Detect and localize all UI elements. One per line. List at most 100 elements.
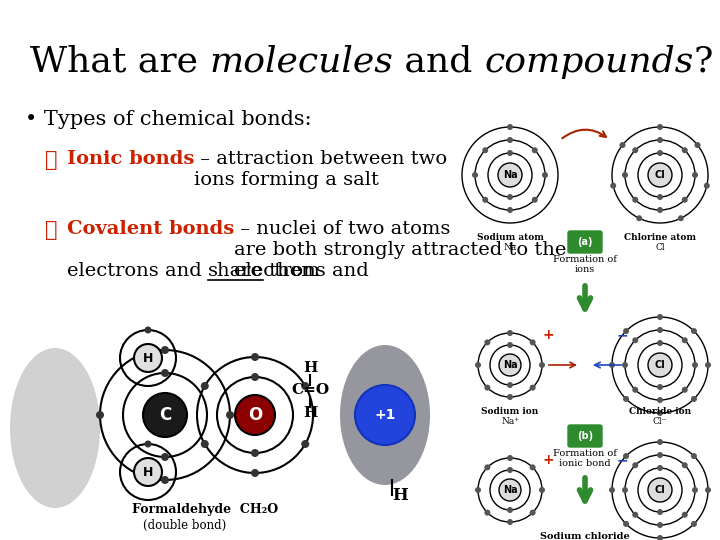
Text: Sodium atom: Sodium atom	[477, 233, 544, 242]
Circle shape	[632, 462, 638, 468]
Text: H: H	[143, 465, 153, 478]
Circle shape	[507, 124, 513, 130]
Text: Na: Na	[503, 170, 517, 180]
Circle shape	[161, 476, 169, 484]
Circle shape	[623, 396, 629, 402]
Text: ✓: ✓	[45, 220, 58, 240]
Text: Chlorine atom: Chlorine atom	[624, 233, 696, 242]
Circle shape	[657, 340, 663, 346]
Circle shape	[485, 339, 490, 346]
Circle shape	[507, 394, 513, 400]
Circle shape	[530, 464, 536, 470]
Circle shape	[682, 512, 688, 518]
Text: and: and	[393, 45, 484, 79]
Circle shape	[507, 342, 513, 348]
Text: Na: Na	[503, 243, 517, 252]
Circle shape	[507, 137, 513, 143]
Circle shape	[507, 194, 513, 200]
Circle shape	[161, 346, 169, 354]
Circle shape	[251, 353, 259, 361]
Circle shape	[530, 339, 536, 346]
Circle shape	[542, 172, 548, 178]
Circle shape	[682, 197, 688, 202]
Circle shape	[682, 387, 688, 393]
Circle shape	[622, 172, 628, 178]
Circle shape	[691, 328, 697, 334]
Circle shape	[705, 487, 711, 493]
Circle shape	[134, 344, 162, 372]
Text: −: −	[616, 453, 628, 467]
Circle shape	[648, 353, 672, 377]
Text: (b): (b)	[577, 431, 593, 441]
Circle shape	[632, 338, 638, 343]
Circle shape	[632, 147, 638, 153]
Text: share: share	[208, 262, 263, 280]
Circle shape	[632, 197, 638, 202]
Text: – attraction between two
ions forming a salt: – attraction between two ions forming a …	[194, 150, 448, 189]
Circle shape	[691, 521, 697, 527]
Circle shape	[622, 487, 628, 493]
Circle shape	[485, 510, 490, 516]
Circle shape	[498, 163, 522, 187]
Circle shape	[623, 328, 629, 334]
Circle shape	[692, 362, 698, 368]
Circle shape	[682, 147, 688, 153]
FancyBboxPatch shape	[568, 425, 602, 447]
Circle shape	[143, 393, 187, 437]
Text: Cl: Cl	[655, 243, 665, 252]
Text: • Types of chemical bonds:: • Types of chemical bonds:	[25, 110, 312, 129]
Circle shape	[657, 397, 663, 403]
FancyBboxPatch shape	[568, 231, 602, 253]
Circle shape	[530, 384, 536, 390]
Circle shape	[695, 142, 701, 148]
Circle shape	[657, 194, 663, 200]
Circle shape	[623, 453, 629, 459]
Circle shape	[657, 452, 663, 458]
Circle shape	[657, 137, 663, 143]
Text: C=O: C=O	[291, 383, 329, 397]
Text: molecules: molecules	[210, 45, 393, 79]
Text: Na⁺: Na⁺	[501, 417, 519, 426]
Circle shape	[682, 462, 688, 468]
Circle shape	[475, 362, 481, 368]
Circle shape	[657, 535, 663, 540]
Circle shape	[485, 464, 490, 470]
Circle shape	[201, 440, 209, 448]
Circle shape	[657, 522, 663, 528]
Text: H: H	[303, 406, 318, 420]
Circle shape	[507, 519, 513, 525]
Text: +: +	[542, 453, 554, 467]
Text: Cl⁻: Cl⁻	[653, 417, 667, 426]
Circle shape	[507, 207, 513, 213]
Text: – nuclei of two atoms
are both strongly attracted to the
electrons and: – nuclei of two atoms are both strongly …	[234, 220, 567, 280]
Text: Formation of
ions: Formation of ions	[553, 255, 617, 274]
Text: Sodium ion: Sodium ion	[482, 407, 539, 416]
Text: (a): (a)	[577, 237, 593, 247]
Text: What are: What are	[30, 45, 210, 79]
Circle shape	[472, 172, 478, 178]
Text: Covalent bonds: Covalent bonds	[67, 220, 234, 238]
Circle shape	[507, 150, 513, 156]
Text: −: −	[616, 328, 628, 342]
Circle shape	[657, 150, 663, 156]
Circle shape	[657, 384, 663, 390]
Text: H: H	[303, 361, 318, 375]
Circle shape	[507, 467, 513, 473]
Circle shape	[692, 172, 698, 178]
Text: O: O	[248, 406, 262, 424]
Circle shape	[657, 124, 663, 130]
Circle shape	[691, 396, 697, 402]
Circle shape	[145, 441, 151, 448]
Circle shape	[609, 362, 615, 368]
Circle shape	[499, 479, 521, 501]
Text: them: them	[263, 262, 320, 280]
Circle shape	[532, 147, 538, 153]
Circle shape	[657, 465, 663, 471]
Circle shape	[507, 382, 513, 388]
Text: Na: Na	[503, 485, 517, 495]
Text: +1: +1	[374, 408, 396, 422]
Circle shape	[657, 410, 663, 416]
Circle shape	[609, 487, 615, 493]
Text: ?: ?	[693, 45, 713, 79]
Circle shape	[301, 382, 309, 390]
